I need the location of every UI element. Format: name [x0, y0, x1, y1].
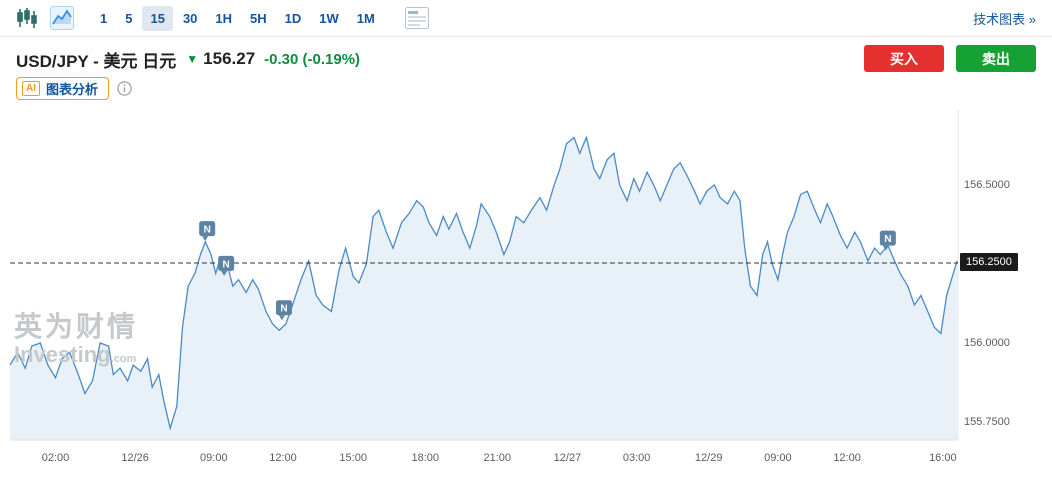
- symbol-title: USD/JPY - 美元 日元: [16, 51, 177, 71]
- timeframe-1[interactable]: 1: [92, 6, 115, 31]
- x-tick-label: 03:00: [622, 452, 651, 464]
- x-tick-label: 16:00: [929, 452, 957, 464]
- x-tick-label: 09:00: [764, 452, 792, 464]
- line-chart-icon[interactable]: [50, 6, 74, 30]
- info-icon[interactable]: [117, 81, 132, 96]
- price-line: [9, 135, 958, 431]
- ai-analysis-row: AI 图表分析: [16, 77, 132, 100]
- x-tick-label: 15:00: [339, 452, 367, 464]
- x-tick-label: 12/26: [121, 452, 149, 464]
- buy-button[interactable]: 买入: [864, 45, 944, 72]
- svg-text:N: N: [280, 304, 287, 315]
- current-price-label: 156.2500: [960, 252, 1018, 271]
- timeframe-1d[interactable]: 1D: [277, 6, 310, 31]
- x-tick-label: 09:00: [200, 452, 228, 464]
- watermark-cn: 英为财情: [14, 311, 139, 342]
- y-tick-label: 156.0000: [964, 336, 1010, 349]
- chart-toolbar: 1 5 15 30 1H 5H 1D 1W 1M 技术图表 »: [0, 0, 1052, 37]
- svg-text:N: N: [223, 259, 230, 270]
- svg-text:N: N: [884, 234, 891, 245]
- ai-analysis-label: 图表分析: [46, 82, 99, 97]
- timeframe-group: 1 5 15 30 1H 5H 1D 1W 1M: [92, 5, 385, 31]
- price-chart-svg[interactable]: N N N N: [0, 105, 1052, 445]
- news-marker[interactable]: N: [275, 300, 292, 321]
- timeframe-5h[interactable]: 5H: [242, 6, 275, 31]
- ai-chart-analysis-button[interactable]: AI 图表分析: [16, 77, 110, 100]
- x-tick-label: 12/29: [694, 452, 723, 464]
- x-tick-label: 12/27: [553, 452, 582, 464]
- x-tick-label: 18:00: [411, 452, 439, 464]
- indicator-panel-icon[interactable]: [404, 7, 429, 29]
- timeframe-1m[interactable]: 1M: [349, 6, 383, 31]
- price-down-arrow: ▼: [186, 52, 199, 66]
- y-tick-label: 156.5000: [964, 178, 1010, 191]
- last-price: 156.27: [203, 49, 256, 68]
- technical-chart-link[interactable]: 技术图表 »: [973, 11, 1036, 27]
- news-marker[interactable]: N: [879, 230, 896, 251]
- timeframe-15[interactable]: 15: [142, 5, 173, 31]
- x-tick-label: 12:00: [269, 452, 297, 464]
- x-tick-label: 02:00: [41, 452, 70, 464]
- candlestick-chart-icon[interactable]: [16, 7, 38, 29]
- watermark: 英为财情 Investing.com: [14, 311, 139, 367]
- y-tick-label: 155.7500: [964, 415, 1010, 428]
- sell-button[interactable]: 卖出: [956, 45, 1036, 72]
- ai-badge: AI: [22, 81, 40, 96]
- timeframe-5[interactable]: 5: [117, 6, 140, 31]
- x-tick-label: 12:00: [833, 452, 861, 464]
- watermark-en: Investing.com: [14, 341, 137, 367]
- price-chart-canvas[interactable]: N N N N 英为财情 Investing.com 156.5000 156.0000…: [0, 105, 1052, 483]
- timeframe-30[interactable]: 30: [175, 6, 205, 31]
- x-tick-label: 21:00: [483, 452, 512, 464]
- timeframe-1h[interactable]: 1H: [207, 6, 240, 31]
- instrument-header: USD/JPY - 美元 日元 ▼ 156.27 -0.30 (-0.19%) …: [16, 44, 1036, 74]
- news-marker[interactable]: N: [199, 221, 216, 242]
- price-area-fill: [10, 137, 958, 440]
- price-change: -0.30 (-0.19%): [264, 50, 361, 68]
- news-marker[interactable]: N: [218, 255, 235, 276]
- timeframe-1w[interactable]: 1W: [311, 6, 347, 31]
- svg-text:N: N: [204, 225, 211, 236]
